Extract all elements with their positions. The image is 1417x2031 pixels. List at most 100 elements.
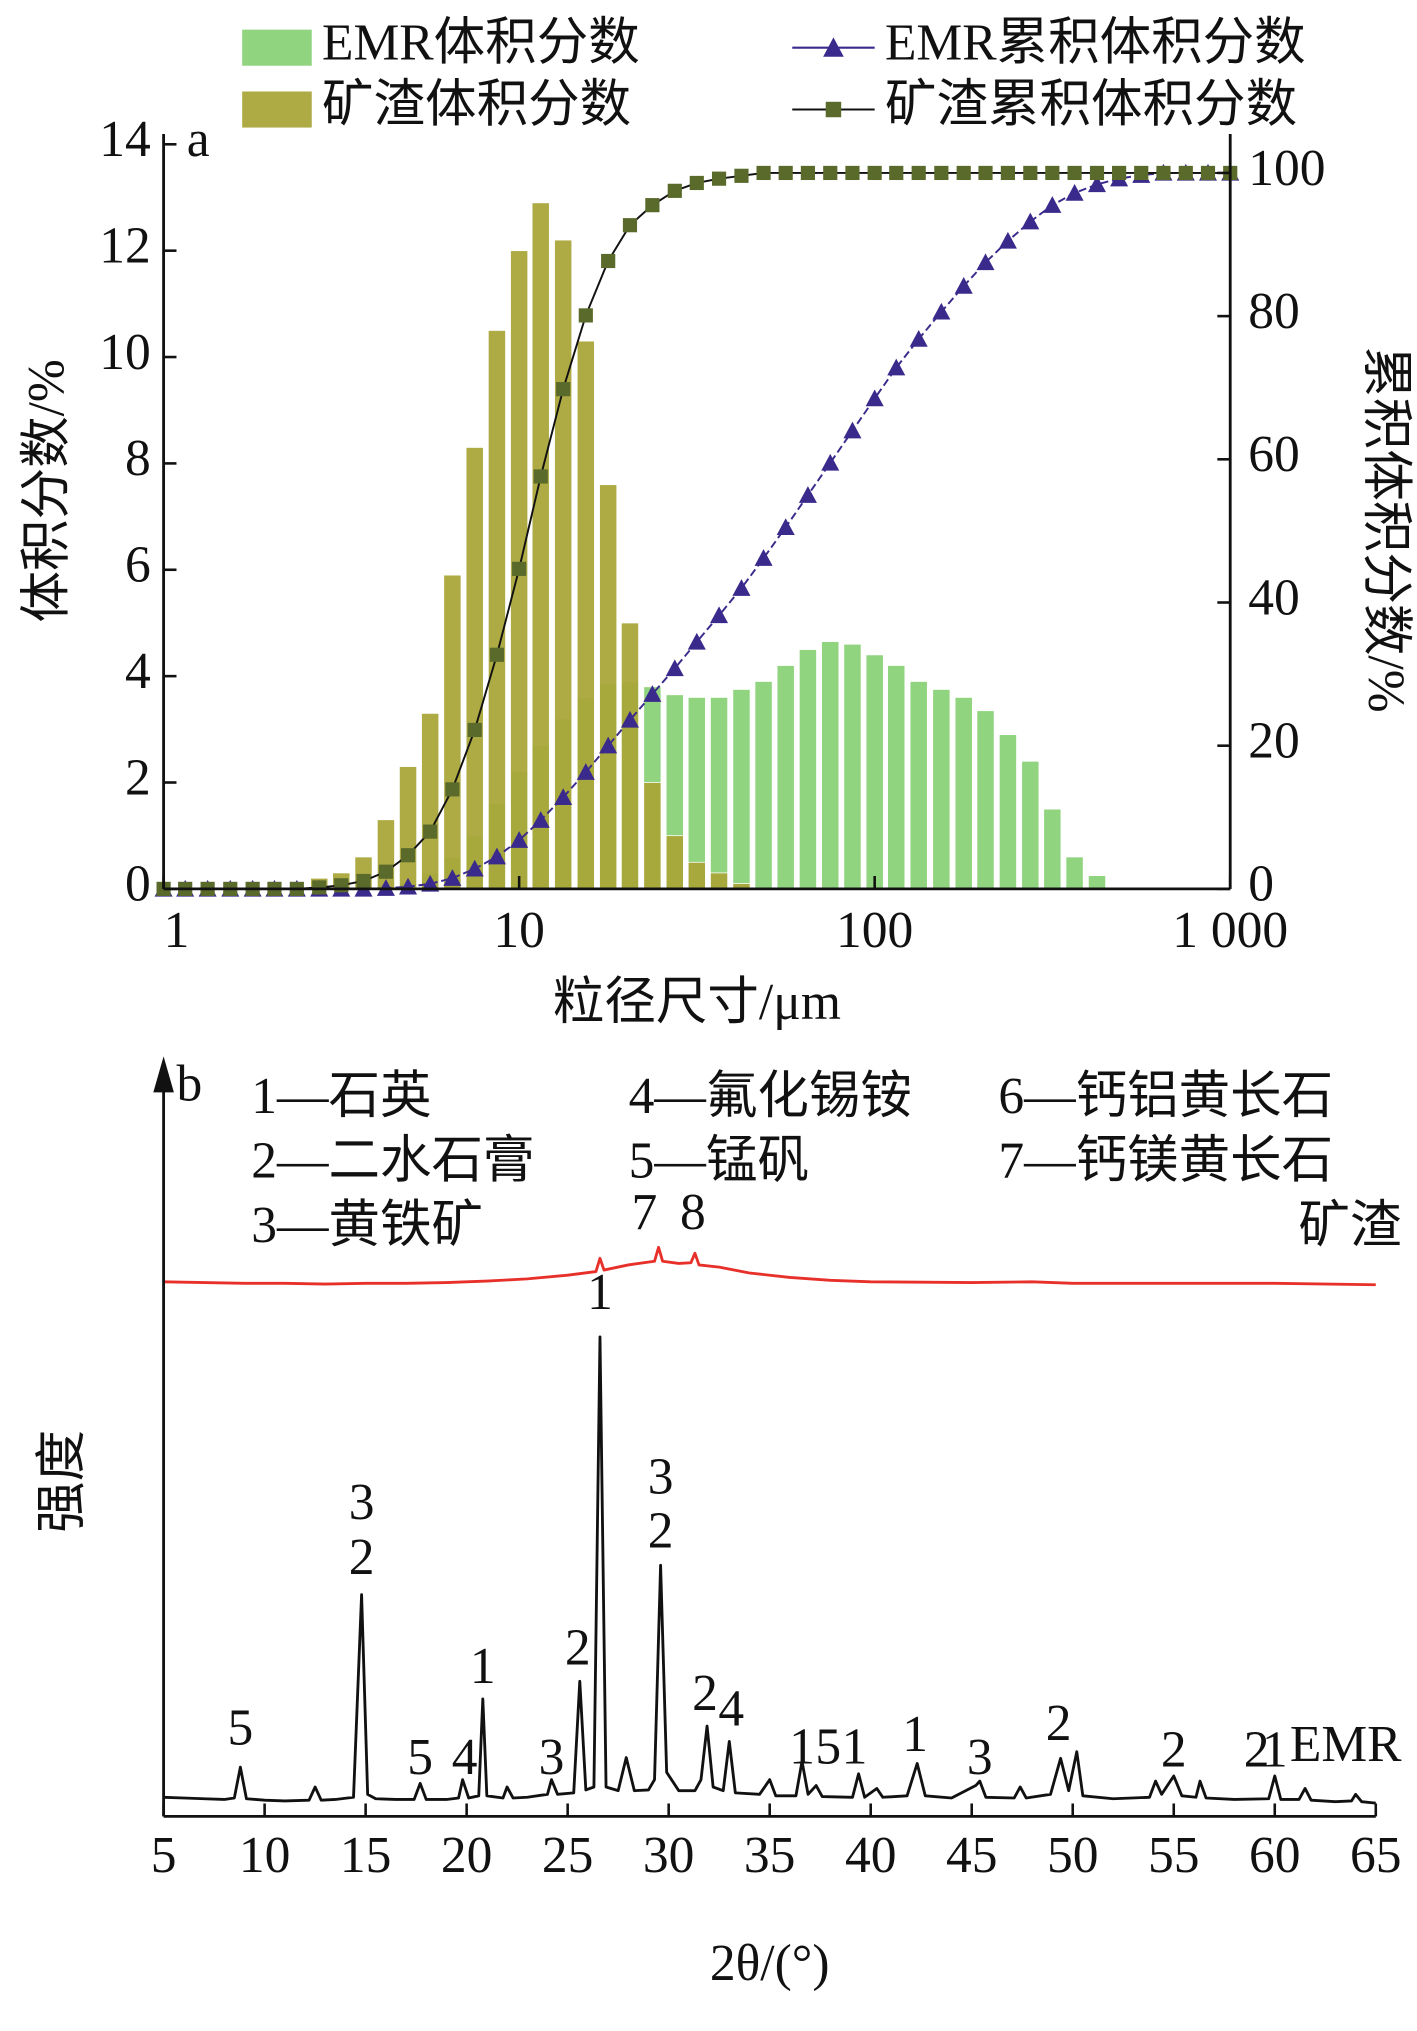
triangle-marker bbox=[976, 253, 995, 271]
phase-legend-item: 2—二水石膏 bbox=[251, 1133, 534, 1190]
bar bbox=[687, 697, 706, 890]
square-marker bbox=[800, 165, 816, 181]
peak-label: 2 bbox=[1046, 1695, 1072, 1752]
peak-label: 7 bbox=[632, 1184, 658, 1241]
peak-label: 5 bbox=[815, 1719, 841, 1776]
triangle-marker bbox=[531, 811, 550, 828]
bar bbox=[643, 782, 662, 890]
square-marker bbox=[533, 469, 548, 484]
square-marker bbox=[645, 198, 660, 213]
bar bbox=[620, 622, 639, 890]
square-marker bbox=[978, 165, 993, 181]
phase-legend-item: 1—石英 bbox=[251, 1068, 431, 1125]
x-tick-label: 25 bbox=[542, 1827, 594, 1884]
square-marker bbox=[445, 782, 460, 797]
square-marker bbox=[423, 824, 438, 839]
peak-label: 3 bbox=[648, 1448, 674, 1505]
y2-axis-label: 累积体积分数/% bbox=[1357, 346, 1414, 712]
peak-label: 1 bbox=[902, 1706, 928, 1763]
xrd-pattern bbox=[163, 1335, 1376, 1805]
y-axis-label: 强度 bbox=[34, 1430, 91, 1533]
y-tick-label: 12 bbox=[99, 217, 151, 274]
phase-legend-item: 7—钙镁黄长石 bbox=[998, 1133, 1333, 1190]
x-tick-label: 60 bbox=[1249, 1827, 1301, 1884]
x-tick-label: 1 bbox=[164, 902, 190, 959]
bar bbox=[1021, 760, 1040, 890]
y2-tick-label: 0 bbox=[1248, 856, 1274, 913]
peak-label: 1 bbox=[470, 1638, 496, 1695]
triangle-marker bbox=[776, 518, 795, 536]
bar bbox=[754, 681, 773, 890]
legend-label: EMR累积体积分数 bbox=[885, 15, 1306, 72]
bar bbox=[798, 649, 817, 890]
peak-label: 8 bbox=[680, 1184, 706, 1241]
square-marker bbox=[778, 165, 793, 181]
square-marker bbox=[756, 165, 771, 181]
peak-label: 2 bbox=[349, 1529, 375, 1586]
triangle-marker bbox=[998, 231, 1017, 249]
y-axis-label: 体积分数/% bbox=[18, 359, 75, 622]
bar bbox=[865, 654, 884, 890]
bar bbox=[1065, 856, 1084, 890]
triangle-marker bbox=[554, 788, 573, 805]
square-marker bbox=[556, 382, 571, 397]
bar bbox=[998, 734, 1017, 890]
square-marker bbox=[1067, 165, 1082, 181]
x-tick-label: 45 bbox=[946, 1827, 998, 1884]
peak-label: 4 bbox=[718, 1680, 744, 1737]
peak-label: 3 bbox=[349, 1474, 375, 1531]
bar bbox=[1087, 875, 1107, 890]
square-marker bbox=[689, 175, 704, 191]
bar bbox=[443, 574, 462, 890]
square-marker bbox=[312, 880, 327, 895]
legend-label: 矿渣累积体积分数 bbox=[885, 76, 1297, 133]
triangle-marker bbox=[465, 859, 484, 877]
triangle-marker bbox=[1087, 175, 1107, 193]
triangle-marker bbox=[887, 358, 906, 376]
x-tick-label: 30 bbox=[643, 1827, 695, 1884]
triangle-marker bbox=[665, 659, 684, 677]
x-tick-label: 65 bbox=[1350, 1827, 1402, 1884]
phase-legend-item: 3—黄铁矿 bbox=[251, 1197, 483, 1254]
square-marker bbox=[1134, 165, 1149, 181]
triangle-marker bbox=[1065, 183, 1084, 201]
x-tick-label: 50 bbox=[1047, 1827, 1099, 1884]
y-tick-label: 0 bbox=[125, 856, 151, 913]
triangle-marker bbox=[932, 302, 951, 320]
y2-tick-label: 60 bbox=[1248, 426, 1300, 483]
square-marker bbox=[356, 873, 371, 889]
legend-label: 矿渣体积分数 bbox=[322, 76, 631, 133]
square-marker bbox=[1200, 165, 1216, 181]
triangle-marker bbox=[1043, 196, 1062, 213]
square-marker bbox=[867, 165, 882, 181]
phase-legend-item: 4—氟化锡铵 bbox=[629, 1068, 912, 1125]
y-tick-label: 2 bbox=[125, 749, 151, 806]
triangle-marker bbox=[687, 632, 706, 650]
triangle-marker bbox=[710, 606, 729, 624]
y2-tick-label: 40 bbox=[1248, 569, 1300, 626]
triangle-marker bbox=[487, 847, 506, 865]
bar bbox=[710, 872, 729, 890]
x-tick-label: 1 000 bbox=[1172, 902, 1288, 959]
square-marker bbox=[378, 864, 394, 879]
bar bbox=[399, 766, 418, 890]
peak-label: 1 bbox=[1262, 1722, 1288, 1779]
square-marker bbox=[1156, 165, 1171, 181]
y2-tick-label: 80 bbox=[1248, 283, 1300, 340]
peak-label: 5 bbox=[407, 1729, 433, 1786]
panel-label: b bbox=[176, 1055, 202, 1112]
x-tick-label: 20 bbox=[441, 1827, 493, 1884]
y-tick-label: 14 bbox=[99, 111, 151, 168]
bar bbox=[576, 340, 595, 890]
legend-label: EMR体积分数 bbox=[322, 15, 640, 72]
y-tick-label: 6 bbox=[125, 537, 151, 594]
peak-label: 2 bbox=[1244, 1722, 1270, 1779]
phase-legend-item: 6—钙铝黄长石 bbox=[998, 1068, 1333, 1125]
triangle-marker bbox=[798, 486, 817, 503]
legend-marker bbox=[823, 37, 844, 57]
y-tick-label: 10 bbox=[99, 324, 151, 381]
bar bbox=[531, 202, 550, 890]
bar bbox=[710, 697, 729, 890]
bar bbox=[687, 861, 706, 890]
x-tick-label: 10 bbox=[239, 1827, 291, 1884]
